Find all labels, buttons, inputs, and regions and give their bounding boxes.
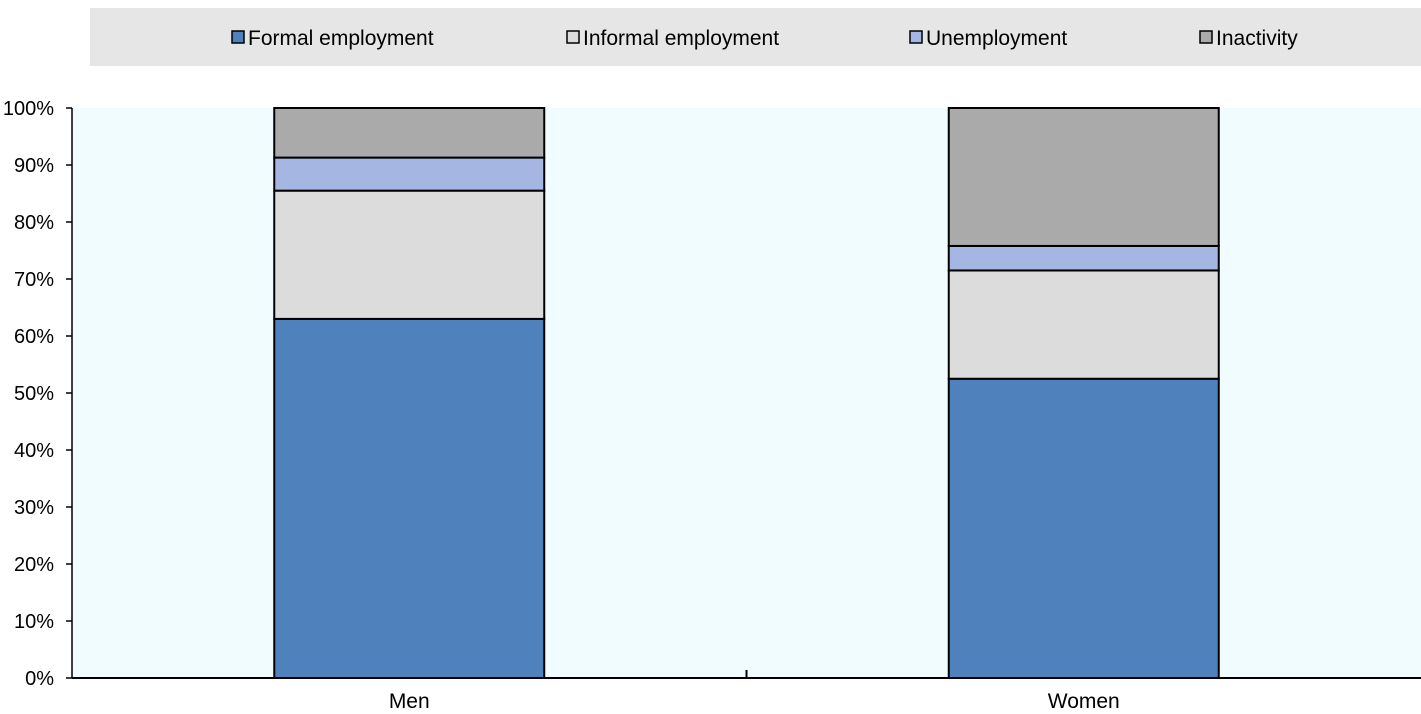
y-tick-label: 30% [14,497,54,519]
y-tick-label: 80% [14,212,54,234]
y-tick-label: 40% [14,440,54,462]
bar-segment-women-0 [947,377,1220,679]
legend-swatch-1 [566,30,580,44]
bar-segment-women-2 [947,244,1220,272]
legend-swatch-0 [231,30,245,44]
bar-segment-women-3 [947,107,1220,247]
x-category-label: Men [389,690,430,713]
legend-label-0: Formal employment [248,27,434,50]
legend: Formal employment Informal employment Unem… [231,27,1298,50]
bar-segment-men-0 [273,317,546,679]
y-axis: 0% 10% 20% 30% 40% 50% 60% 70% 80% 90% 100% [3,98,73,690]
y-tick-label: 10% [14,611,54,633]
y-tick-label: 70% [14,269,54,291]
legend-swatch-3 [1199,30,1213,44]
legend-background [90,8,1421,66]
legend-swatch-2 [909,30,923,44]
x-axis: Men Women [72,670,1421,713]
y-tick-label: 100% [3,98,54,120]
y-tick-label: 90% [14,155,54,177]
y-tick-label: 20% [14,554,54,576]
bar-segment-men-2 [273,156,546,192]
bar-segment-men-3 [273,107,546,159]
legend-label-3: Inactivity [1216,27,1298,50]
y-tick-label: 0% [25,668,54,690]
bars [273,107,1220,679]
bar-segment-men-1 [273,189,546,320]
bar-segment-women-1 [947,269,1220,380]
legend-label-2: Unemployment [926,27,1067,50]
y-tick-label: 50% [14,383,54,405]
y-tick-label: 60% [14,326,54,348]
x-category-label: Women [1048,690,1120,713]
legend-label-1: Informal employment [583,27,779,50]
